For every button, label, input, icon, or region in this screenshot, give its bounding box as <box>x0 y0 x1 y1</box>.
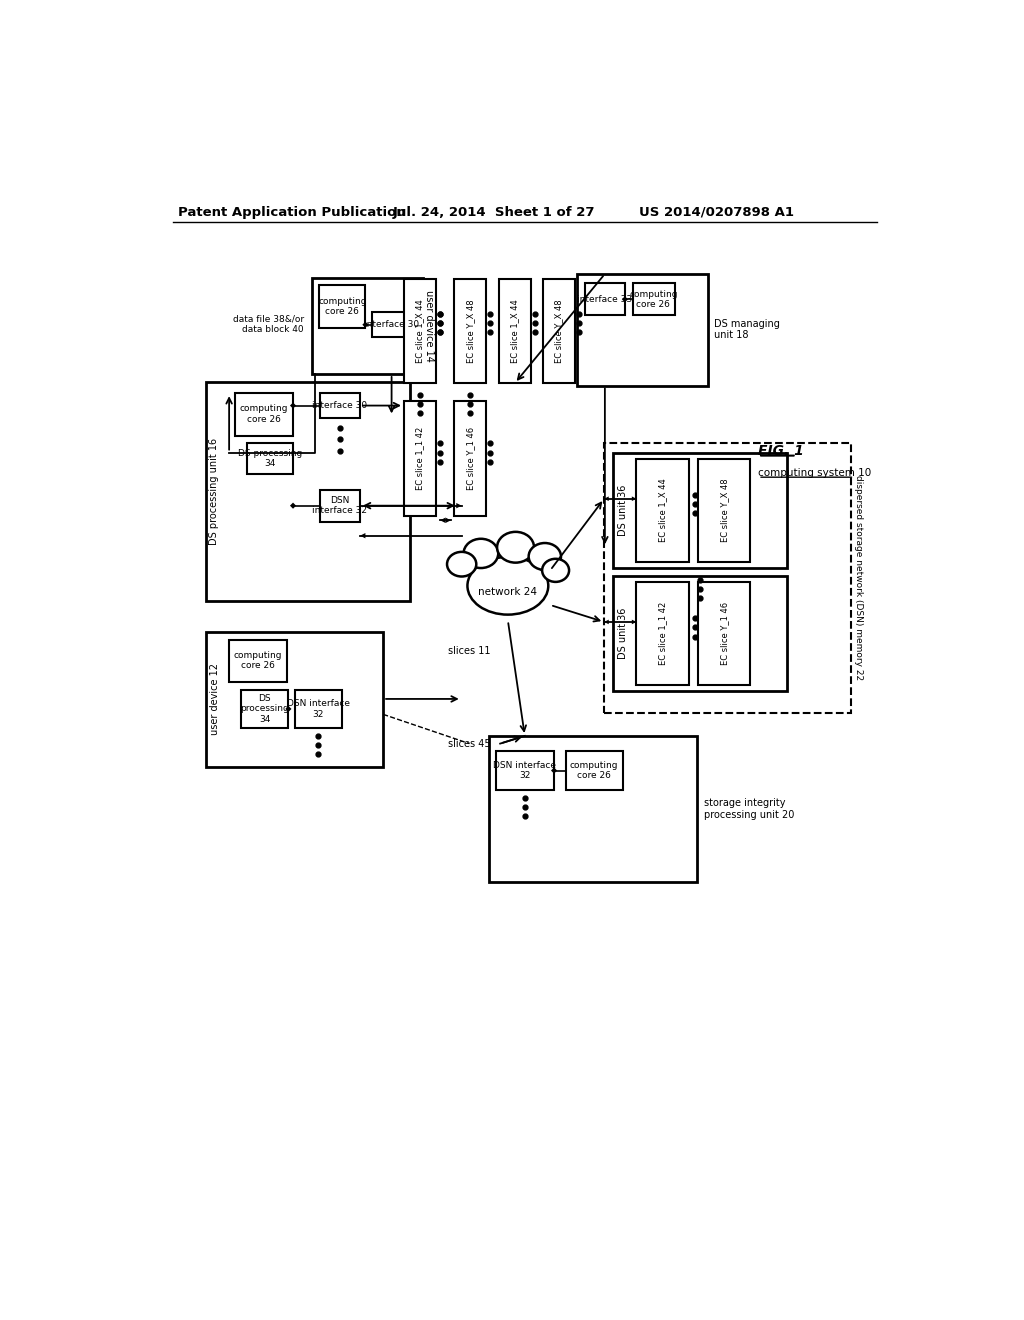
Text: storage integrity
processing unit 20: storage integrity processing unit 20 <box>705 799 795 820</box>
Text: slices 11: slices 11 <box>449 647 490 656</box>
Text: interface 30: interface 30 <box>312 401 368 411</box>
Text: EC slice Y_X 48: EC slice Y_X 48 <box>720 478 729 543</box>
Text: FIG. 1: FIG. 1 <box>758 444 804 458</box>
Text: computing
core 26: computing core 26 <box>569 760 618 780</box>
Text: DS managing
unit 18: DS managing unit 18 <box>714 318 780 341</box>
Text: Jul. 24, 2014  Sheet 1 of 27: Jul. 24, 2014 Sheet 1 of 27 <box>392 206 595 219</box>
Text: US 2014/0207898 A1: US 2014/0207898 A1 <box>639 206 794 219</box>
Text: EC slice 1_X 44: EC slice 1_X 44 <box>416 300 425 363</box>
Bar <box>241 689 289 729</box>
Text: EC slice Y_X 48: EC slice Y_X 48 <box>554 300 563 363</box>
Polygon shape <box>445 517 451 523</box>
Text: DS unit 36: DS unit 36 <box>617 607 628 659</box>
Polygon shape <box>286 706 292 711</box>
Bar <box>454 401 486 516</box>
Text: EC slice Y_X 48: EC slice Y_X 48 <box>466 300 475 363</box>
Text: EC slice 1_X 44: EC slice 1_X 44 <box>658 478 667 543</box>
Bar <box>236 393 293 436</box>
Bar <box>543 280 574 383</box>
Polygon shape <box>440 517 445 523</box>
Ellipse shape <box>464 539 499 568</box>
Bar <box>633 284 675 315</box>
Text: computing
core 26: computing core 26 <box>233 651 282 671</box>
Ellipse shape <box>542 558 569 582</box>
Text: EC slice 1_1 42: EC slice 1_1 42 <box>658 602 667 665</box>
Bar <box>206 632 383 767</box>
Text: user device 12: user device 12 <box>210 663 220 735</box>
Bar <box>488 737 696 882</box>
Text: slices 45: slices 45 <box>449 739 490 748</box>
Text: DS
processing
34: DS processing 34 <box>241 694 289 723</box>
Polygon shape <box>604 619 608 624</box>
Bar <box>247 444 293 474</box>
Ellipse shape <box>467 557 548 615</box>
Text: computing
core 26: computing core 26 <box>629 289 678 309</box>
Bar <box>613 576 786 692</box>
Ellipse shape <box>447 552 476 577</box>
Text: DSN interface
32: DSN interface 32 <box>287 700 350 718</box>
Polygon shape <box>290 503 296 508</box>
Bar <box>698 459 751 562</box>
Polygon shape <box>290 403 296 409</box>
Text: computing
core 26: computing core 26 <box>318 297 367 315</box>
Text: DS processing
34: DS processing 34 <box>238 449 302 469</box>
Polygon shape <box>632 496 637 502</box>
Bar <box>454 280 486 383</box>
Text: network 24: network 24 <box>478 587 538 597</box>
Text: EC slice 1_1 42: EC slice 1_1 42 <box>416 428 425 490</box>
Polygon shape <box>360 533 366 539</box>
Bar <box>578 275 708 385</box>
Bar <box>319 393 360 418</box>
Ellipse shape <box>497 532 535 562</box>
Bar <box>403 280 436 383</box>
Bar <box>497 751 554 789</box>
Bar <box>637 459 689 562</box>
Text: DSN interface
32: DSN interface 32 <box>494 760 556 780</box>
Ellipse shape <box>528 543 561 570</box>
Text: computing system 10: computing system 10 <box>758 467 871 478</box>
Text: dispersed storage network (DSN) memory 22: dispersed storage network (DSN) memory 2… <box>854 475 862 681</box>
Text: user device 14: user device 14 <box>424 289 434 362</box>
Bar <box>319 490 360 521</box>
Bar <box>319 285 366 327</box>
Polygon shape <box>551 767 557 774</box>
Bar <box>613 453 786 568</box>
Text: interface 30: interface 30 <box>364 321 419 329</box>
Text: EC slice Y_1 46: EC slice Y_1 46 <box>720 602 729 665</box>
Bar <box>698 582 751 685</box>
Polygon shape <box>604 496 608 502</box>
Bar <box>499 280 531 383</box>
Bar <box>604 444 851 713</box>
Bar <box>403 401 436 516</box>
Polygon shape <box>362 322 369 327</box>
Polygon shape <box>632 619 637 624</box>
Text: computing
core 26: computing core 26 <box>240 404 288 424</box>
Text: DS unit 36: DS unit 36 <box>617 484 628 536</box>
Bar <box>295 689 342 729</box>
Text: EC slice Y_1 46: EC slice Y_1 46 <box>466 428 475 490</box>
Bar <box>311 277 423 374</box>
Bar <box>229 640 287 682</box>
Text: Patent Application Publication: Patent Application Publication <box>178 206 407 219</box>
Bar <box>637 582 689 685</box>
Polygon shape <box>457 503 462 508</box>
Text: data file 38&/or
data block 40: data file 38&/or data block 40 <box>232 314 304 334</box>
Text: DSN
interface 32: DSN interface 32 <box>312 496 368 515</box>
Text: interface 33: interface 33 <box>578 294 633 304</box>
Polygon shape <box>622 296 628 302</box>
Text: EC slice 1_X 44: EC slice 1_X 44 <box>510 300 519 363</box>
Bar <box>585 284 625 315</box>
Bar <box>372 313 412 337</box>
Text: DS processing unit 16: DS processing unit 16 <box>209 437 219 545</box>
Bar <box>565 751 624 789</box>
Bar <box>206 381 410 601</box>
